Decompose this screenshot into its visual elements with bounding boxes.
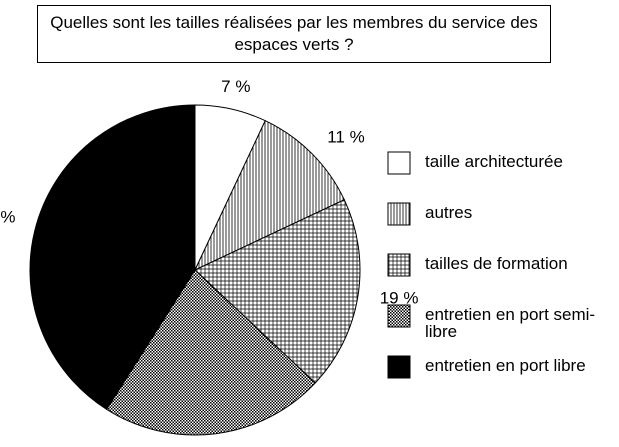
pie-slice (29, 104, 196, 411)
data-label: 11 % (327, 127, 365, 146)
data-label: 19 % (380, 289, 419, 308)
legend-label: entretien en port libre (425, 356, 586, 375)
data-label: 7 % (221, 77, 250, 96)
data-label: 22 % (199, 445, 238, 447)
legend-label: tailles de formation (425, 254, 568, 273)
chart-title: Quelles sont les tailles réalisées par l… (37, 5, 551, 63)
legend-swatch (387, 253, 411, 277)
pie-slice (194, 199, 361, 384)
pie-slice (105, 269, 316, 436)
pie-slice (193, 120, 345, 272)
legend-label: autres (425, 203, 473, 222)
legend-label: taille architecturée (425, 152, 563, 171)
data-label: 41 % (0, 207, 15, 226)
legend-swatch (387, 355, 411, 379)
legend-swatch (387, 202, 411, 226)
legend-swatch (387, 304, 411, 328)
legend-swatch (387, 151, 411, 175)
legend-label: entretien en port semi-libre (425, 305, 596, 341)
